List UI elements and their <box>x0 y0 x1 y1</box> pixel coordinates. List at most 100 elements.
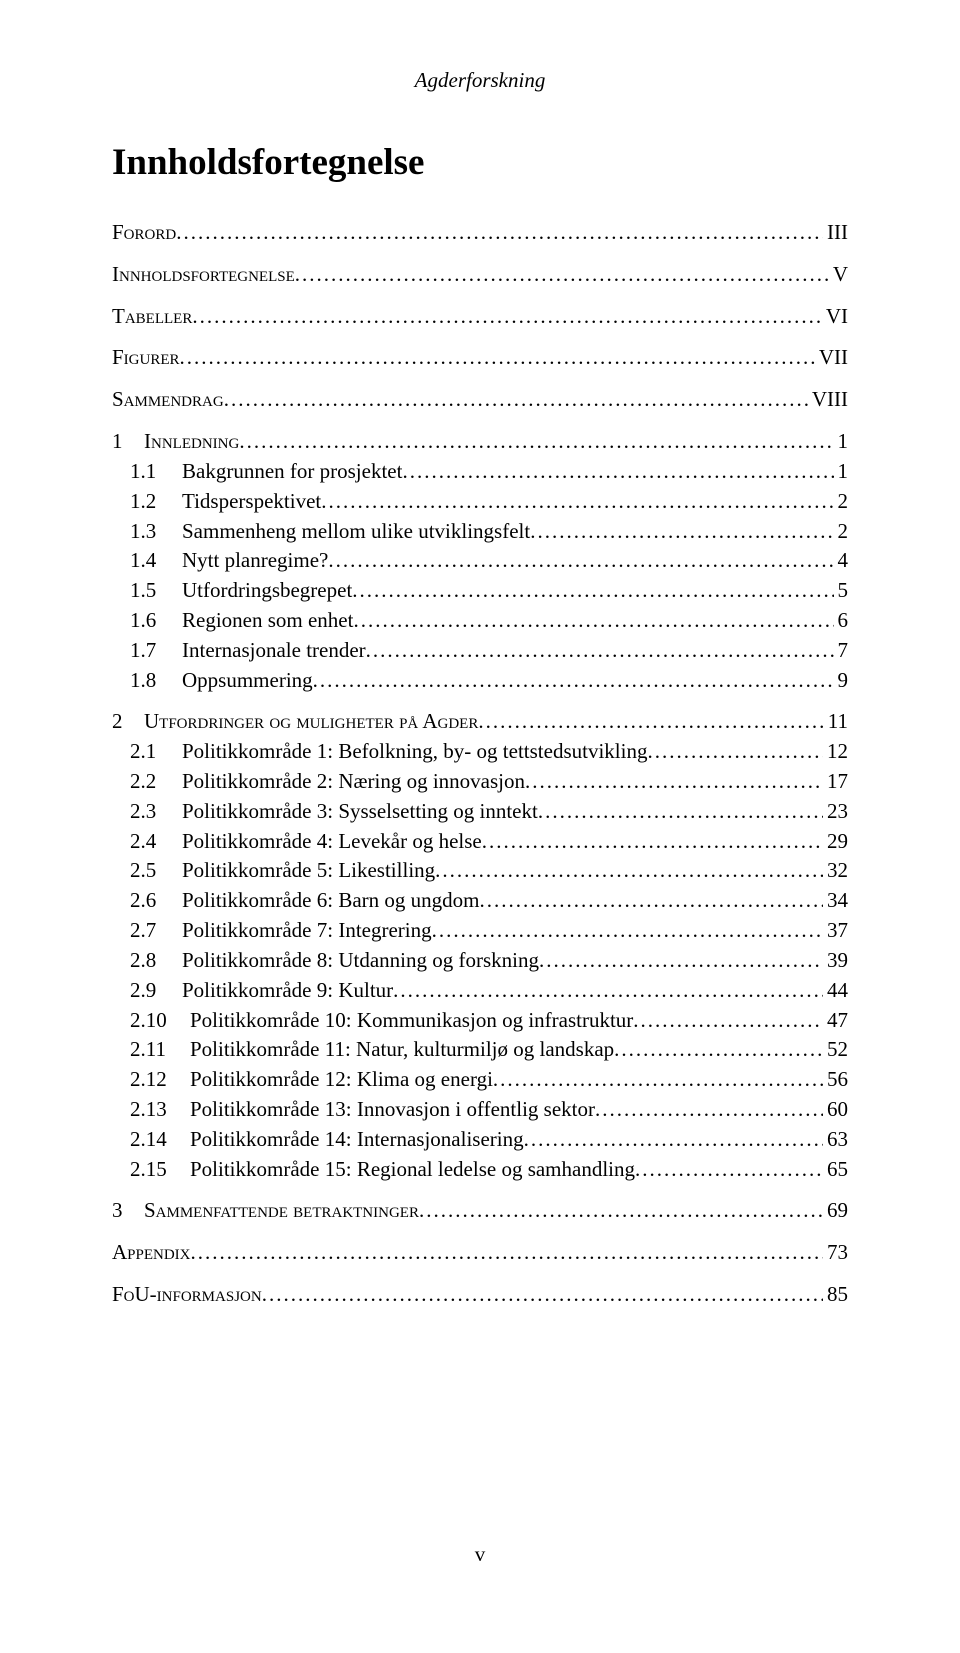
toc-page: 52 <box>823 1035 848 1065</box>
toc-label: Sammendrag <box>112 385 224 415</box>
toc-entry-section-3: 3 Sammenfattende betraktninger 69 <box>112 1196 848 1226</box>
leader-dots <box>295 260 829 290</box>
leader-dots <box>524 1125 823 1155</box>
toc-label: Utfordringer og muligheter på Agder <box>144 707 478 737</box>
toc-number: 1.8 <box>112 666 182 696</box>
toc-label: Appendix <box>112 1238 191 1268</box>
toc-entry-2-12: 2.12 Politikkområde 12: Klima og energi … <box>112 1065 848 1095</box>
toc-entry-2-3: 2.3 Politikkområde 3: Sysselsetting og i… <box>112 797 848 827</box>
toc-label: Politikkområde 7: Integrering <box>182 916 432 946</box>
toc-entry-2-7: 2.7 Politikkområde 7: Integrering 37 <box>112 916 848 946</box>
toc-number: 2.15 <box>112 1155 190 1185</box>
toc-page: VIII <box>808 385 848 415</box>
toc-number: 2.3 <box>112 797 182 827</box>
toc-label: Utfordringsbegrepet <box>182 576 352 606</box>
toc-label: Politikkområde 11: Natur, kulturmiljø og… <box>190 1035 614 1065</box>
toc-entry-2-14: 2.14 Politikkområde 14: Internasjonalise… <box>112 1125 848 1155</box>
toc-number: 1.2 <box>112 487 182 517</box>
toc-number: 2.13 <box>112 1095 190 1125</box>
toc-label: Politikkområde 10: Kommunikasjon og infr… <box>190 1006 633 1036</box>
toc-entry-1-8: 1.8 Oppsummering 9 <box>112 666 848 696</box>
toc-number: 1.5 <box>112 576 182 606</box>
toc-page: 44 <box>823 976 848 1006</box>
toc-entry-section-2: 2 Utfordringer og muligheter på Agder 11 <box>112 707 848 737</box>
page: Agderforskning Innholdsfortegnelse Foror… <box>0 0 960 1653</box>
toc-page: III <box>823 218 848 248</box>
leader-dots <box>393 976 823 1006</box>
leader-dots <box>328 546 833 576</box>
toc-entry-2-8: 2.8 Politikkområde 8: Utdanning og forsk… <box>112 946 848 976</box>
leader-dots <box>595 1095 823 1125</box>
toc-label: Politikkområde 5: Likestilling <box>182 856 435 886</box>
page-number: v <box>0 1542 960 1567</box>
leader-dots <box>176 218 823 248</box>
toc-number: 2.6 <box>112 886 182 916</box>
toc-page: 17 <box>823 767 848 797</box>
toc-label: Politikkområde 4: Levekår og helse <box>182 827 482 857</box>
toc-page: VII <box>815 343 848 373</box>
toc-number: 2.4 <box>112 827 182 857</box>
toc-page: 34 <box>823 886 848 916</box>
toc-number: 1.7 <box>112 636 182 666</box>
toc-entry-2-10: 2.10 Politikkområde 10: Kommunikasjon og… <box>112 1006 848 1036</box>
toc-label: Politikkområde 14: Internasjonalisering <box>190 1125 524 1155</box>
toc-page: V <box>829 260 848 290</box>
toc-number: 2.7 <box>112 916 182 946</box>
leader-dots <box>530 517 833 547</box>
toc-label: Sammenheng mellom ulike utviklingsfelt <box>182 517 530 547</box>
leader-dots <box>191 1238 823 1268</box>
toc-page: 73 <box>823 1238 848 1268</box>
toc-label: Politikkområde 13: Innovasjon i offentli… <box>190 1095 595 1125</box>
toc-page: 1 <box>834 457 849 487</box>
leader-dots <box>432 916 823 946</box>
toc-entry-2-2: 2.2 Politikkområde 2: Næring og innovasj… <box>112 767 848 797</box>
leader-dots <box>402 457 833 487</box>
toc-page: 12 <box>823 737 848 767</box>
toc-number: 2.5 <box>112 856 182 886</box>
toc-entry-2-5: 2.5 Politikkområde 5: Likestilling 32 <box>112 856 848 886</box>
toc-number: 2 <box>112 707 144 737</box>
table-of-contents: Forord III Innholdsfortegnelse V Tabelle… <box>112 218 848 1310</box>
toc-entry-2-1: 2.1 Politikkområde 1: Befolkning, by- og… <box>112 737 848 767</box>
toc-entry-2-9: 2.9 Politikkområde 9: Kultur 44 <box>112 976 848 1006</box>
toc-label: Politikkområde 6: Barn og ungdom <box>182 886 479 916</box>
toc-page: 65 <box>823 1155 848 1185</box>
toc-page: 2 <box>834 517 849 547</box>
leader-dots <box>180 343 815 373</box>
toc-label: Tabeller <box>112 302 192 332</box>
toc-entry-2-15: 2.15 Politikkområde 15: Regional ledelse… <box>112 1155 848 1185</box>
toc-number: 2.10 <box>112 1006 190 1036</box>
leader-dots <box>353 606 833 636</box>
leader-dots <box>482 827 823 857</box>
toc-entry-1-5: 1.5 Utfordringsbegrepet 5 <box>112 576 848 606</box>
leader-dots <box>538 797 823 827</box>
toc-number: 1.1 <box>112 457 182 487</box>
toc-entry-1-7: 1.7 Internasjonale trender 7 <box>112 636 848 666</box>
toc-entry-1-6: 1.6 Regionen som enhet 6 <box>112 606 848 636</box>
leader-dots <box>419 1196 823 1226</box>
toc-page: 63 <box>823 1125 848 1155</box>
toc-label: Sammenfattende betraktninger <box>144 1196 419 1226</box>
leader-dots <box>635 1155 823 1185</box>
toc-page: 7 <box>834 636 849 666</box>
toc-label: Politikkområde 8: Utdanning og forskning <box>182 946 539 976</box>
toc-entry-tabeller: Tabeller VI <box>112 302 848 332</box>
leader-dots <box>614 1035 823 1065</box>
leader-dots <box>633 1006 823 1036</box>
toc-entry-2-6: 2.6 Politikkområde 6: Barn og ungdom 34 <box>112 886 848 916</box>
toc-label: FoU-informasjon <box>112 1280 262 1310</box>
toc-page: 32 <box>823 856 848 886</box>
leader-dots <box>435 856 823 886</box>
toc-page: VI <box>822 302 848 332</box>
toc-number: 2.1 <box>112 737 182 767</box>
toc-label: Tidsperspektivet <box>182 487 321 517</box>
toc-page: 69 <box>823 1196 848 1226</box>
toc-label: Figurer <box>112 343 180 373</box>
running-header: Agderforskning <box>112 68 848 93</box>
toc-number: 2.8 <box>112 946 182 976</box>
toc-page: 1 <box>834 427 849 457</box>
leader-dots <box>262 1280 823 1310</box>
toc-page: 29 <box>823 827 848 857</box>
toc-label: Politikkområde 1: Befolkning, by- og tet… <box>182 737 647 767</box>
toc-entry-1-1: 1.1 Bakgrunnen for prosjektet 1 <box>112 457 848 487</box>
